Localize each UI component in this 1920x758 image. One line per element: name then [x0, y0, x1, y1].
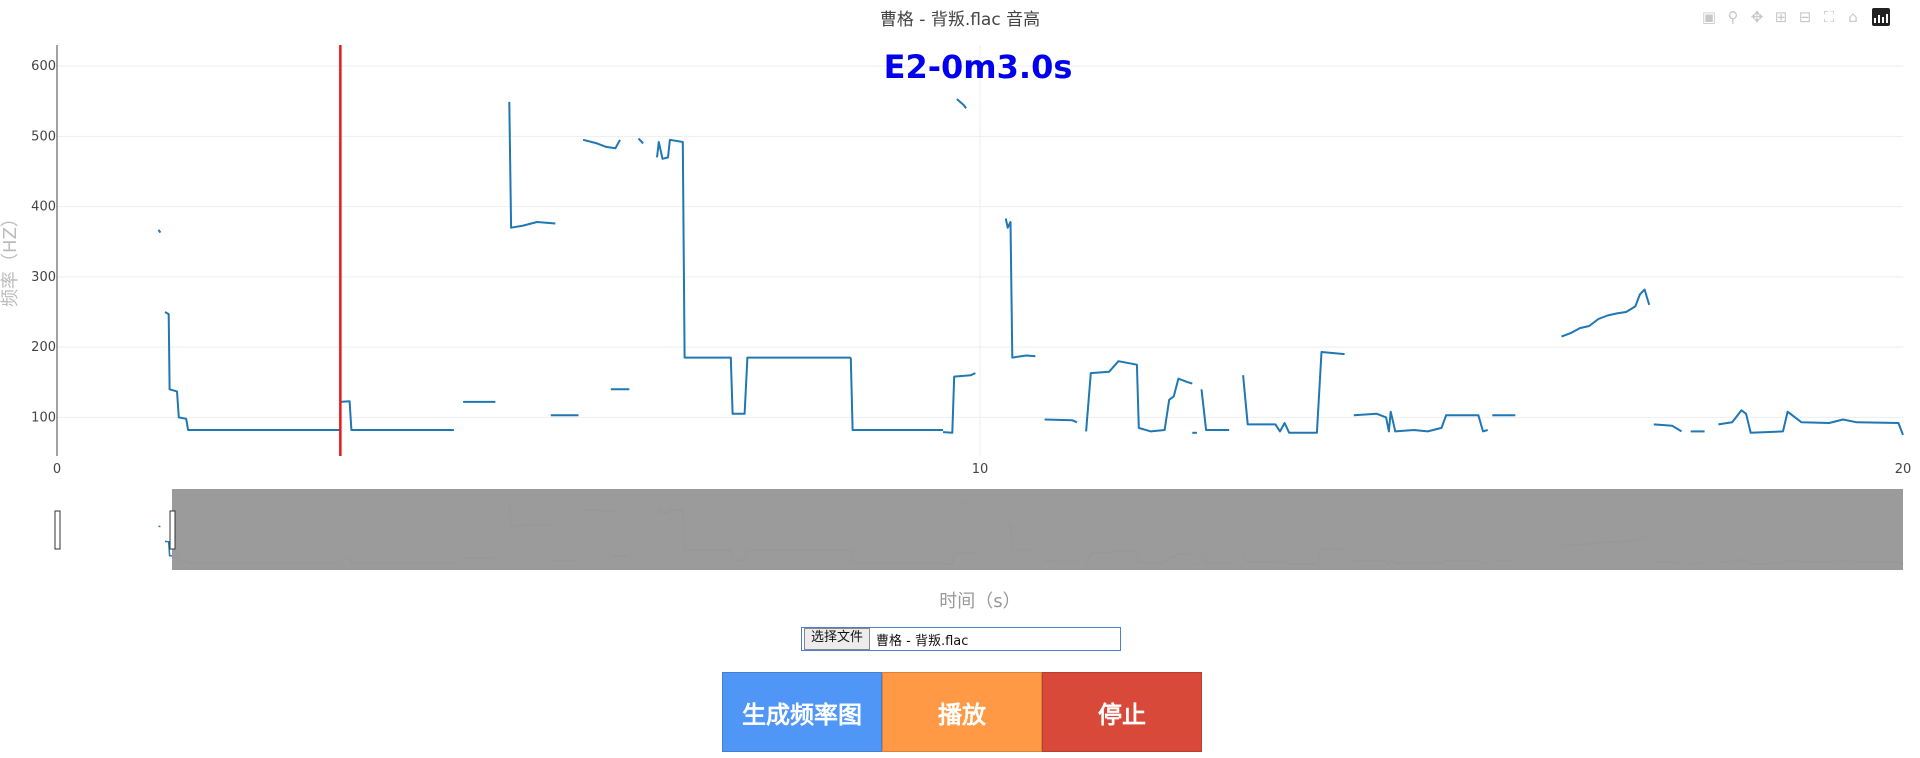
file-input[interactable]: 选择文件 曹格 - 背叛.flac	[801, 627, 1121, 651]
pitch-series-line	[1242, 351, 1345, 434]
y-tick-label: 200	[31, 340, 56, 355]
pitch-series-line	[1353, 410, 1488, 433]
pan-icon[interactable]: ✥	[1750, 8, 1764, 26]
range-slider-handle-left[interactable]	[54, 510, 61, 550]
pitch-series-line	[656, 138, 851, 415]
pitch-series-line	[943, 372, 976, 434]
play-button[interactable]: 播放	[882, 672, 1042, 752]
zoom-out-icon[interactable]: ⊟	[1798, 8, 1812, 26]
axis-ticks: 0 10 20 100 200 300 400 500 600	[31, 59, 1911, 477]
pitch-series-line	[164, 311, 341, 431]
pitch-series-line	[1085, 360, 1193, 433]
grid-lines	[56, 45, 1903, 456]
pitch-series-line	[340, 400, 454, 431]
range-slider-handle-right[interactable]	[169, 510, 176, 550]
pitch-series-line	[849, 357, 944, 431]
y-tick-label: 300	[31, 270, 56, 285]
choose-file-button[interactable]: 选择文件	[804, 628, 871, 650]
range-slider[interactable]	[54, 489, 1904, 570]
plotly-logo-icon[interactable]	[1872, 8, 1890, 26]
autoscale-icon[interactable]: ⛶	[1823, 8, 1835, 26]
pitch-series-line	[1718, 409, 1904, 436]
x-tick-label: 10	[972, 462, 989, 477]
y-tick-label: 600	[31, 59, 56, 74]
action-buttons: 生成频率图 播放 停止	[722, 672, 1202, 752]
y-axis-title: 频率（HZ）	[0, 209, 21, 307]
file-name-label: 曹格 - 背叛.flac	[876, 633, 969, 649]
chart-title: 曹格 - 背叛.flac 音高	[880, 10, 1040, 30]
pitch-series-line	[1044, 418, 1078, 424]
home-icon[interactable]: ⌂	[1848, 8, 1858, 26]
pitch-series-line	[582, 138, 621, 150]
modebar: ▣ ⚲ ✥ ⊞ ⊟ ⛶ ⌂	[1700, 8, 1890, 28]
plot-area[interactable]	[157, 45, 1904, 456]
camera-icon[interactable]: ▣	[1701, 8, 1717, 26]
range-slider-series-line	[158, 525, 161, 528]
y-tick-label: 100	[31, 410, 56, 425]
x-tick-label: 20	[1895, 462, 1912, 477]
pitch-series-line	[956, 98, 967, 109]
pitch-series-line	[1200, 389, 1230, 431]
range-slider-mask	[172, 489, 1903, 570]
x-axis-title: 时间（s）	[939, 591, 1020, 612]
pitch-series-line	[1561, 288, 1651, 338]
x-tick-label: 0	[53, 462, 61, 477]
note-annotation: E2-0m3.0s	[884, 48, 1073, 86]
zoom-in-icon[interactable]: ⊞	[1774, 8, 1788, 26]
y-tick-label: 500	[31, 129, 56, 144]
zoom-icon[interactable]: ⚲	[1727, 8, 1739, 26]
pitch-series-line	[637, 137, 644, 145]
pitch-series-line	[508, 101, 556, 229]
generate-chart-button[interactable]: 生成频率图	[722, 672, 882, 752]
stop-button[interactable]: 停止	[1042, 672, 1202, 752]
y-tick-label: 400	[31, 200, 56, 215]
pitch-series-line	[1004, 218, 1036, 359]
pitch-series-line	[157, 229, 162, 234]
pitch-series-line	[1653, 423, 1683, 433]
